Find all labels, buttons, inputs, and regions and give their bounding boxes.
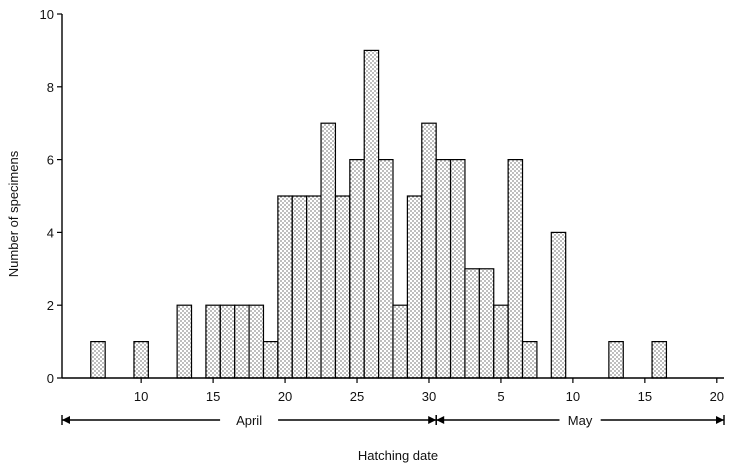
x-tick-label: 10 <box>134 389 148 404</box>
bar-day-39 <box>550 231 567 379</box>
bar-day-30 <box>421 122 437 379</box>
bar-day-21 <box>291 195 308 379</box>
bar-day-13 <box>176 304 193 379</box>
x-tick-label: 25 <box>350 389 364 404</box>
bar-day-37 <box>521 341 538 379</box>
x-tick-label: 20 <box>710 389 724 404</box>
month-label: April <box>236 413 262 428</box>
x-axis: 10 15 20 25 30 5 10 15 20 <box>62 377 724 404</box>
bar-day-27 <box>378 159 394 379</box>
bar-day-29 <box>406 195 423 379</box>
x-tick-label: 20 <box>278 389 292 404</box>
y-axis: 0 2 4 6 8 10 <box>40 7 63 386</box>
y-tick-label: 10 <box>40 7 54 22</box>
bar-day-19 <box>262 341 279 379</box>
bar-day-26 <box>363 49 380 379</box>
arrowhead-left-icon <box>436 416 445 424</box>
bar-day-22 <box>306 195 322 379</box>
bar-day-15 <box>205 304 221 379</box>
x-tick-label: 30 <box>422 389 436 404</box>
bar-day-16 <box>219 304 236 379</box>
month-label: May <box>568 413 593 428</box>
bar-day-20 <box>277 195 293 379</box>
bar-day-17 <box>234 304 250 379</box>
x-axis-label: Hatching date <box>358 448 438 463</box>
bar-day-34 <box>478 268 495 379</box>
arrowhead-right-icon <box>428 416 437 424</box>
bar-day-10 <box>133 341 149 379</box>
bar-day-7 <box>90 341 106 379</box>
bar-day-43 <box>608 341 624 379</box>
bar-day-46 <box>651 341 668 379</box>
y-tick-label: 4 <box>47 225 54 240</box>
month-arrows: April May <box>61 413 725 428</box>
y-tick-label: 0 <box>47 371 54 386</box>
y-tick-label: 8 <box>47 80 54 95</box>
bar-day-36 <box>507 159 524 379</box>
x-tick-label: 15 <box>206 389 220 404</box>
x-tick-label: 5 <box>497 389 504 404</box>
bar-day-23 <box>320 122 337 379</box>
bar-day-24 <box>334 195 351 379</box>
bar-day-31 <box>435 159 452 379</box>
bar-day-28 <box>392 304 408 379</box>
bars-group <box>90 49 668 379</box>
arrowhead-left-icon <box>62 416 70 424</box>
y-tick-label: 2 <box>47 298 54 313</box>
bar-day-25 <box>349 159 365 379</box>
arrowhead-right-icon <box>716 416 724 424</box>
bar-day-35 <box>493 304 509 379</box>
y-tick-label: 6 <box>47 153 54 168</box>
bar-day-33 <box>464 268 480 379</box>
x-tick-label: 10 <box>566 389 580 404</box>
bar-day-18 <box>248 304 265 379</box>
x-tick-label: 15 <box>638 389 652 404</box>
y-axis-label: Number of specimens <box>6 150 21 277</box>
bar-day-32 <box>449 159 466 379</box>
